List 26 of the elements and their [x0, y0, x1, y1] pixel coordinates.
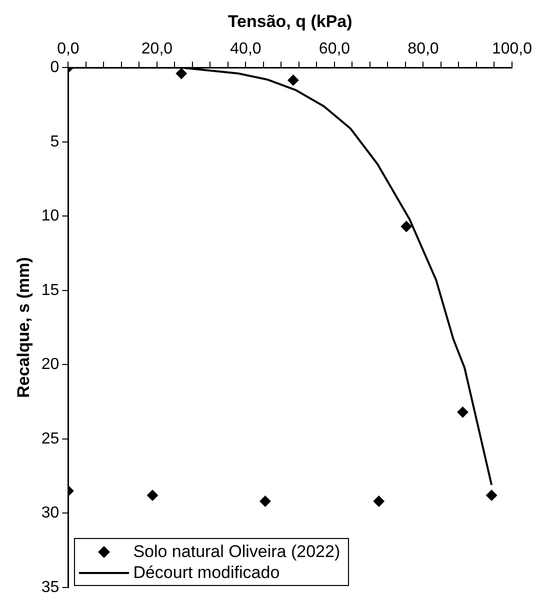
y-tick-label: 25: [41, 430, 60, 448]
y-axis-title: Recalque, s (mm): [14, 257, 33, 398]
x-tick-label: 100,0: [492, 40, 532, 58]
y-tick-label: 0: [50, 59, 60, 76]
point: [486, 490, 498, 501]
point: [176, 68, 187, 80]
y-tick-label: 5: [50, 133, 60, 150]
y-tick-label: 35: [41, 578, 60, 596]
point: [457, 406, 468, 418]
point: [147, 490, 158, 501]
y-tick-label: 10: [41, 208, 60, 225]
y-tick-label: 15: [41, 282, 60, 299]
x-axis-title: Tensão, q (kPa): [228, 12, 352, 31]
y-tick-label: 30: [41, 504, 60, 522]
point: [288, 74, 299, 86]
x-tick-label: 60,0: [318, 40, 350, 58]
x-tick-label: 20,0: [141, 40, 173, 58]
x-tick-label: 0,0: [57, 40, 80, 58]
point: [260, 496, 271, 507]
x-tick-label: 40,0: [230, 40, 262, 58]
x-tick-label: 80,0: [408, 40, 439, 58]
legend-label: Décourt modificado: [133, 562, 280, 584]
y-tick-label: 20: [41, 356, 60, 374]
point: [373, 496, 384, 507]
point: [400, 221, 412, 232]
legend-label: Solo natural Oliveira (2022): [133, 541, 340, 562]
